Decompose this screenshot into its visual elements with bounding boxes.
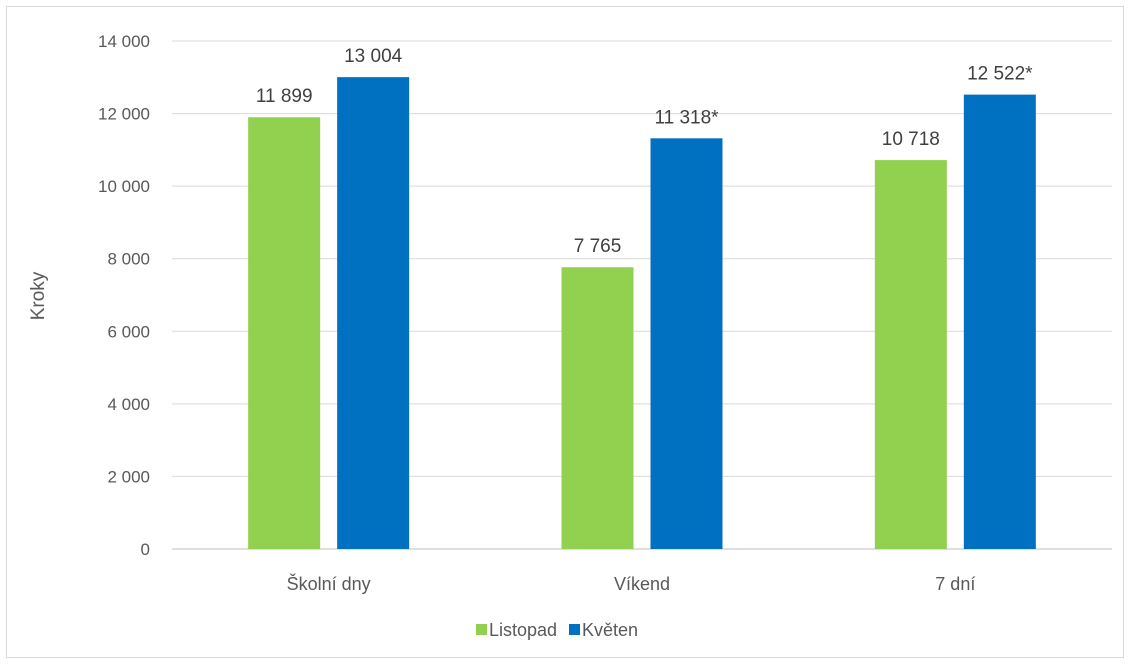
data-label: 7 765 (574, 236, 622, 257)
y-tick-label: 10 000 (98, 177, 150, 196)
data-label: 10 718 (882, 129, 940, 150)
y-tick-label: 4 000 (107, 395, 150, 414)
x-axis-categories: Školní dny Víkend 7 dní (287, 573, 976, 594)
y-tick-label: 0 (141, 540, 150, 559)
data-label: 11 899 (256, 86, 313, 107)
x-category-label: Školní dny (287, 573, 371, 594)
x-category-label: Víkend (614, 574, 670, 594)
legend-swatch-květen (569, 624, 580, 635)
data-label: 12 522* (967, 64, 1033, 85)
data-label: 11 318* (654, 107, 719, 128)
legend-label-květen: Květen (582, 620, 638, 640)
y-tick-label: 2 000 (107, 467, 150, 486)
legend-swatch-listopad (476, 624, 487, 635)
y-tick-label: 12 000 (98, 105, 150, 124)
bar-květen (963, 94, 1036, 550)
legend: Listopad Květen (476, 620, 638, 640)
gridlines (172, 40, 1112, 550)
y-tick-label: 6 000 (107, 322, 150, 341)
legend-label-listopad: Listopad (489, 620, 557, 640)
bars (248, 77, 1036, 550)
bar-listopad (561, 267, 634, 549)
bar-listopad (874, 160, 947, 549)
y-tick-label: 8 000 (107, 250, 150, 269)
bar-květen (650, 138, 723, 549)
y-axis-title: Kroky (28, 271, 49, 320)
x-category-label: 7 dní (935, 574, 975, 594)
bar-listopad (248, 117, 321, 550)
data-label: 13 004 (344, 46, 403, 67)
data-labels: 11 899 13 004 7 765 11 318* 10 718 12 522* (256, 46, 1033, 257)
y-tick-label: 14 000 (98, 32, 150, 51)
bar-květen (337, 77, 410, 550)
y-axis-ticks: 0 2 000 4 000 6 000 8 000 10 000 12 000 14 000 (98, 32, 150, 559)
